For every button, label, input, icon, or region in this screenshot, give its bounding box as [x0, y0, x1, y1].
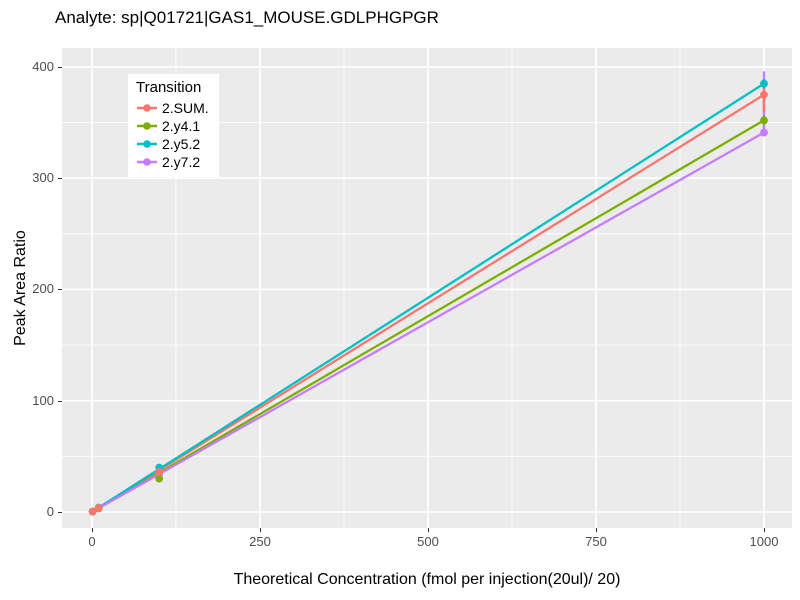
y-tick-label: 200	[32, 281, 54, 297]
y-tick-mark	[58, 511, 62, 513]
legend-key-icon	[137, 104, 157, 112]
series-line	[91, 119, 766, 513]
x-tick-label: 500	[417, 534, 439, 549]
legend-title: Transition	[136, 79, 202, 96]
x-tick-label: 750	[585, 534, 607, 549]
y-tick-label: 400	[32, 58, 54, 74]
y-tick-mark	[58, 289, 62, 291]
x-tick-mark	[91, 528, 93, 532]
y-tick-label: 0	[46, 503, 54, 519]
y-tick-mark	[58, 400, 62, 402]
data-point	[760, 128, 768, 137]
data-point	[760, 90, 768, 99]
legend-entry-label: 2.SUM.	[162, 100, 209, 116]
x-tick-mark	[259, 528, 261, 532]
data-point	[760, 79, 768, 88]
x-tick-mark	[427, 528, 429, 532]
legend-entry-label: 2.y4.1	[162, 118, 201, 134]
x-tick-label: 1000	[749, 534, 779, 549]
legend-key-icon	[137, 140, 157, 148]
x-tick-mark	[763, 528, 765, 532]
y-tick-mark	[58, 178, 62, 180]
data-point	[760, 116, 768, 125]
x-tick-mark	[595, 528, 597, 532]
legend: Transition 2.SUM. 2.y4.1 2.y5.2 2.y7.2	[128, 74, 219, 177]
series-line	[91, 93, 766, 513]
data-point	[88, 507, 97, 516]
y-tick-mark	[58, 66, 62, 68]
legend-key-icon	[137, 158, 157, 166]
data-point	[155, 474, 164, 483]
legend-entry-label: 2.y7.2	[162, 154, 201, 170]
y-tick-label: 100	[32, 392, 54, 408]
legend-entry: 2.y5.2	[136, 135, 209, 153]
legend-key-icon	[137, 122, 157, 130]
legend-entry: 2.y4.1	[136, 117, 209, 135]
legend-entry-label: 2.y5.2	[162, 136, 201, 152]
y-tick-label: 300	[32, 170, 54, 186]
y-axis-title: Peak Area Ratio	[12, 230, 29, 346]
legend-entry: 2.y7.2	[136, 153, 209, 171]
data-point	[94, 503, 103, 512]
series-line	[91, 82, 766, 513]
chart-title: Analyte: sp|Q01721|GAS1_MOUSE.GDLPHGPGR	[55, 8, 439, 27]
legend-entry: 2.SUM.	[136, 99, 209, 117]
x-tick-label: 0	[88, 534, 96, 549]
data-point	[155, 468, 164, 476]
x-tick-label: 250	[249, 534, 271, 549]
x-axis-title: Theoretical Concentration (fmol per inje…	[233, 571, 621, 588]
series-line	[91, 131, 766, 513]
legend-entries: 2.SUM. 2.y4.1 2.y5.2 2.y7.2	[136, 99, 209, 171]
